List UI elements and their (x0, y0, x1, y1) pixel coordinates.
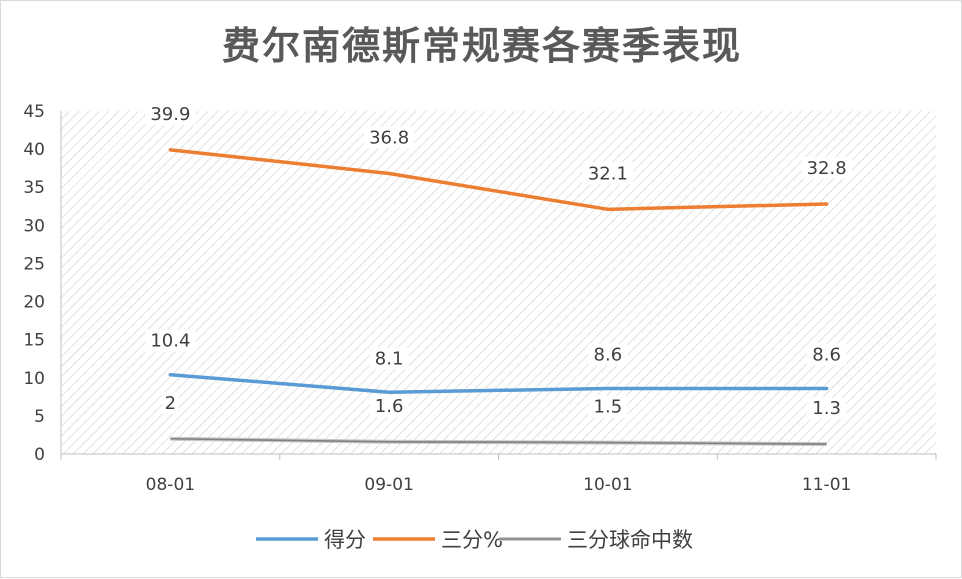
data-label-bg (145, 102, 196, 125)
data-label-bg (801, 156, 852, 179)
data-label: 32.1 (588, 163, 628, 184)
data-label-bg (369, 347, 409, 370)
data-label: 36.8 (369, 128, 409, 149)
y-tick-label: 45 (23, 102, 45, 122)
x-tick-label: 08-01 (146, 475, 195, 495)
data-label-bg (807, 397, 847, 420)
data-label: 2 (165, 393, 176, 414)
data-label-bg (807, 343, 847, 366)
y-tick-label: 20 (23, 293, 45, 313)
y-tick-label: 35 (23, 178, 45, 198)
data-label: 32.8 (807, 158, 847, 179)
legend-label: 三分% (441, 528, 503, 552)
data-label-bg (588, 395, 628, 418)
legend-label: 得分 (324, 528, 366, 552)
series-line (168, 372, 829, 395)
data-label-bg (364, 126, 415, 149)
x-tick-label: 11-01 (802, 475, 851, 495)
x-tick-label: 09-01 (364, 475, 413, 495)
data-label: 1.5 (594, 397, 623, 418)
data-label: 1.3 (812, 398, 841, 419)
chart-title: 费尔南德斯常规赛各赛季表现 (221, 23, 742, 68)
y-tick-label: 30 (23, 216, 45, 236)
series-line (168, 148, 829, 212)
data-label: 39.9 (150, 104, 190, 125)
data-label: 10.4 (150, 331, 190, 352)
data-label: 8.1 (375, 348, 404, 369)
plot-background (61, 111, 936, 454)
data-label-bg (161, 391, 179, 414)
data-label-bg (582, 162, 633, 185)
y-tick-label: 5 (34, 407, 45, 427)
y-tick-label: 25 (23, 254, 45, 274)
y-tick-label: 40 (23, 140, 45, 160)
data-label-bg (588, 343, 628, 366)
y-tick-label: 0 (34, 445, 45, 465)
data-label: 8.6 (594, 344, 623, 365)
data-label: 8.6 (812, 344, 841, 365)
data-label-bg (145, 329, 196, 352)
y-tick-label: 15 (23, 331, 45, 351)
series-line (170, 437, 827, 445)
y-tick-label: 10 (23, 369, 45, 389)
data-label-bg (369, 394, 409, 417)
legend-label: 三分球命中数 (567, 528, 693, 552)
data-label: 1.6 (375, 396, 404, 417)
x-tick-label: 10-01 (583, 475, 632, 495)
